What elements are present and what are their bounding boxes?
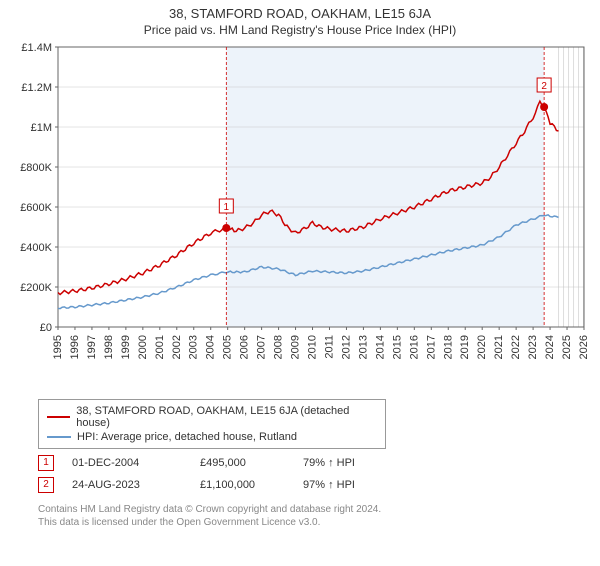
ytick-label: £1M xyxy=(31,122,52,134)
legend: 38, STAMFORD ROAD, OAKHAM, LE15 6JA (det… xyxy=(38,399,386,449)
xtick-label: 2011 xyxy=(323,335,335,359)
xtick-label: 2006 xyxy=(239,335,251,359)
xtick-label: 2012 xyxy=(340,335,352,359)
chart-area: £0 £200K £400K £600K £800K £1M £1.2M £1.4M 1995 1… xyxy=(10,41,590,361)
sale-marker-label: 2 xyxy=(541,81,547,92)
ytick-label: £600K xyxy=(20,202,52,214)
xtick-label: 2014 xyxy=(374,335,386,359)
page-subtitle: Price paid vs. HM Land Registry's House … xyxy=(0,23,600,37)
footer-attribution: Contains HM Land Registry data © Crown c… xyxy=(38,503,580,529)
xtick-label: 1995 xyxy=(52,335,64,359)
sale-date: 01-DEC-2004 xyxy=(72,457,182,469)
xtick-label: 1998 xyxy=(103,335,115,359)
sale-pct: 97% ↑ HPI xyxy=(303,479,393,491)
legend-swatch xyxy=(47,436,71,438)
xtick-label: 2004 xyxy=(205,335,217,359)
xtick-label: 2010 xyxy=(307,335,319,359)
xtick-label: 2024 xyxy=(544,335,556,359)
xtick-label: 2023 xyxy=(527,335,539,359)
footer-line1: Contains HM Land Registry data © Crown c… xyxy=(38,503,580,516)
sales-list: 1 01-DEC-2004 £495,000 79% ↑ HPI 2 24-AUG-202… xyxy=(0,455,600,493)
legend-row: HPI: Average price, detached house, Rutl… xyxy=(47,430,377,444)
sale-dot xyxy=(540,103,548,111)
ytick-label: £1.4M xyxy=(21,42,52,54)
xtick-label: 2018 xyxy=(442,335,454,359)
ytick-label: £0 xyxy=(40,322,52,334)
xtick-label: 2025 xyxy=(561,335,573,359)
xtick-label: 2017 xyxy=(425,335,437,359)
legend-row: 38, STAMFORD ROAD, OAKHAM, LE15 6JA (det… xyxy=(47,404,377,430)
chart-svg: £0 £200K £400K £600K £800K £1M £1.2M £1.4M 1995 1… xyxy=(10,41,590,361)
xtick-label: 2000 xyxy=(137,335,149,359)
shaded-region xyxy=(226,47,544,327)
sale-date: 24-AUG-2023 xyxy=(72,479,182,491)
legend-swatch xyxy=(47,416,70,418)
sale-dot xyxy=(222,224,230,232)
sale-price: £1,100,000 xyxy=(200,479,285,491)
legend-label: HPI: Average price, detached house, Rutl… xyxy=(77,431,297,443)
xtick-label: 2008 xyxy=(273,335,285,359)
xtick-label: 2002 xyxy=(171,335,183,359)
sale-marker-label: 1 xyxy=(224,202,230,213)
xtick-label: 1997 xyxy=(86,335,98,359)
legend-label: 38, STAMFORD ROAD, OAKHAM, LE15 6JA (det… xyxy=(76,405,377,429)
ytick-label: £400K xyxy=(20,242,52,254)
sale-price: £495,000 xyxy=(200,457,285,469)
xtick-label: 2005 xyxy=(222,335,234,359)
xtick-label: 2001 xyxy=(154,335,166,359)
xtick-label: 2016 xyxy=(408,335,420,359)
xtick-label: 1999 xyxy=(120,335,132,359)
ytick-label: £1.2M xyxy=(21,82,52,94)
sale-marker: 1 xyxy=(38,455,54,471)
footer-line2: This data is licensed under the Open Gov… xyxy=(38,516,580,529)
xtick-label: 2020 xyxy=(476,335,488,359)
sale-pct: 79% ↑ HPI xyxy=(303,457,393,469)
xtick-label: 2003 xyxy=(188,335,200,359)
sale-marker: 2 xyxy=(38,477,54,493)
xtick-label: 2009 xyxy=(290,335,302,359)
xtick-label: 2022 xyxy=(510,335,522,359)
xtick-label: 2013 xyxy=(357,335,369,359)
ytick-label: £800K xyxy=(20,162,52,174)
xtick-label: 1996 xyxy=(69,335,81,359)
page-title: 38, STAMFORD ROAD, OAKHAM, LE15 6JA xyxy=(0,6,600,21)
xtick-label: 2007 xyxy=(256,335,268,359)
xtick-label: 2026 xyxy=(578,335,590,359)
sale-row: 1 01-DEC-2004 £495,000 79% ↑ HPI xyxy=(38,455,580,471)
xtick-label: 2015 xyxy=(391,335,403,359)
ytick-label: £200K xyxy=(20,282,52,294)
xtick-label: 2019 xyxy=(459,335,471,359)
xtick-label: 2021 xyxy=(493,335,505,359)
sale-row: 2 24-AUG-2023 £1,100,000 97% ↑ HPI xyxy=(38,477,580,493)
